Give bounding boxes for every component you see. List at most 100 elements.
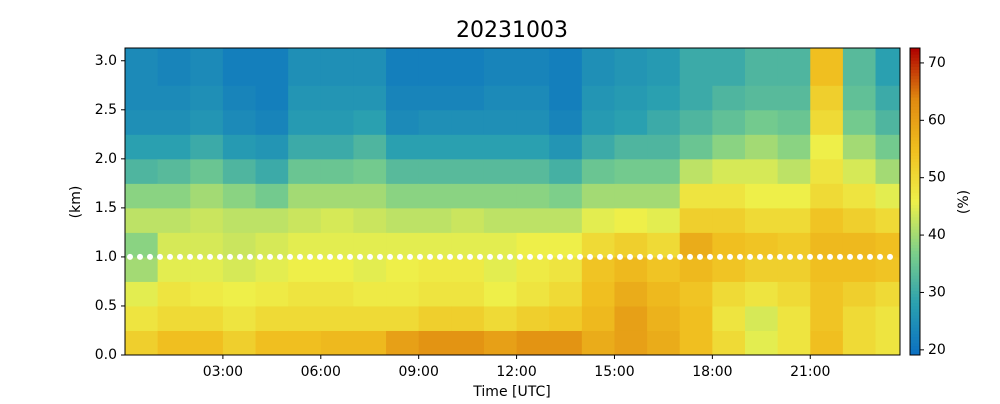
heat-cell [157, 134, 191, 160]
heat-cell [679, 232, 713, 258]
colorbar-segment [910, 219, 920, 224]
colorbar-segment [910, 342, 920, 347]
colorbar-segment [910, 327, 920, 331]
heat-cell [549, 207, 583, 233]
colorbar-segment [910, 210, 920, 215]
y-tick-label: 0.0 [95, 347, 117, 363]
heat-cell [614, 330, 648, 356]
colorbar-segment [910, 152, 920, 156]
colorbar-segment [910, 167, 920, 172]
heat-cell [320, 109, 354, 135]
colorbar-segment [910, 106, 920, 110]
heat-cell [125, 109, 159, 135]
heat-cell [125, 330, 159, 356]
heat-cell [777, 48, 811, 86]
heat-cell [190, 256, 224, 282]
heat-cell [353, 183, 387, 209]
heat-cell [581, 232, 615, 258]
heat-cell [745, 158, 779, 184]
colorbar-segment [910, 330, 920, 335]
heat-cell [875, 48, 901, 86]
colorbar-segment [910, 72, 920, 77]
heat-cell [875, 330, 901, 356]
heat-cell [745, 109, 779, 135]
colorbar-segment [910, 51, 920, 55]
colorbar-segment [910, 299, 920, 304]
heat-cell [842, 48, 877, 86]
colorbar-tick-label: 40 [928, 227, 946, 243]
heat-cell [842, 305, 877, 331]
heat-cell [614, 305, 648, 331]
heat-cell [842, 183, 877, 209]
colorbar-segment [910, 305, 920, 310]
heat-cell [483, 109, 518, 135]
colorbar-segment [910, 262, 920, 267]
heat-cell [679, 256, 713, 282]
heat-cell [581, 305, 615, 331]
heat-cell [483, 207, 518, 233]
heat-cell [483, 281, 518, 307]
heat-cell [549, 134, 583, 160]
heat-cell [222, 109, 257, 135]
heat-cell [157, 183, 191, 209]
heat-cell [810, 232, 844, 258]
colorbar-segment [910, 161, 920, 166]
heat-cell [679, 281, 713, 307]
heat-cell [679, 207, 713, 233]
colorbar-tick-label: 60 [928, 112, 946, 128]
heat-cell [712, 158, 746, 184]
heat-cell [157, 330, 191, 356]
x-tick-label: 09:00 [399, 364, 439, 380]
colorbar-segment [910, 290, 920, 295]
heat-cell [288, 232, 322, 258]
colorbar-segment [910, 186, 920, 190]
heat-cell [842, 256, 877, 282]
heat-cell [614, 134, 648, 160]
heat-cell [418, 330, 452, 356]
heat-cell [222, 207, 257, 233]
heat-cell [353, 305, 387, 331]
heat-cell [745, 183, 779, 209]
heat-cell [712, 48, 746, 86]
heat-cell [777, 134, 811, 160]
heat-cell [875, 158, 901, 184]
heat-cell [255, 281, 289, 307]
heat-cell [255, 134, 289, 160]
heat-cell [320, 305, 354, 331]
heat-cell [712, 256, 746, 282]
heat-cell [255, 158, 289, 184]
colorbar-segment [910, 207, 920, 212]
heat-cell [647, 85, 681, 111]
heat-cell [386, 109, 420, 135]
heat-cell [679, 134, 713, 160]
colorbar-segment [910, 66, 920, 70]
heat-cell [549, 305, 583, 331]
heat-cell [288, 134, 322, 160]
heat-cell [614, 48, 648, 86]
heat-cell [222, 158, 257, 184]
heat-cell [549, 232, 583, 258]
heat-cell [386, 256, 420, 282]
heat-cell [483, 48, 518, 86]
y-tick-label: 1.5 [95, 200, 117, 216]
colorbar-segment [910, 269, 920, 273]
heat-cell [745, 305, 779, 331]
colorbar-segment [910, 60, 920, 64]
heat-cell [190, 330, 224, 356]
colorbar-segment [910, 81, 920, 86]
colorbar-segment [910, 253, 920, 258]
colorbar-segment [910, 265, 920, 270]
x-axis-label: Time [UTC] [472, 384, 550, 400]
heat-cell [581, 48, 615, 86]
heat-cell [679, 330, 713, 356]
heat-cell [516, 48, 550, 86]
heat-cell [451, 109, 485, 135]
colorbar-segment [910, 149, 920, 153]
heat-cell [418, 232, 452, 258]
heat-cell [712, 109, 746, 135]
heat-cell [451, 207, 485, 233]
heat-cell [614, 256, 648, 282]
colorbar-segment [910, 241, 920, 245]
heat-cell [875, 256, 901, 282]
heat-cell [320, 330, 354, 356]
